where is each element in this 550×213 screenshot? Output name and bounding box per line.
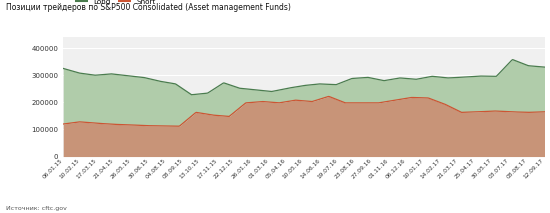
- Text: Позиции трейдеров по S&P500 Consolidated (Asset management Funds): Позиции трейдеров по S&P500 Consolidated…: [6, 3, 290, 12]
- Legend: Long, Short: Long, Short: [72, 0, 159, 8]
- Text: Источник: cftc.gov: Источник: cftc.gov: [6, 206, 67, 211]
